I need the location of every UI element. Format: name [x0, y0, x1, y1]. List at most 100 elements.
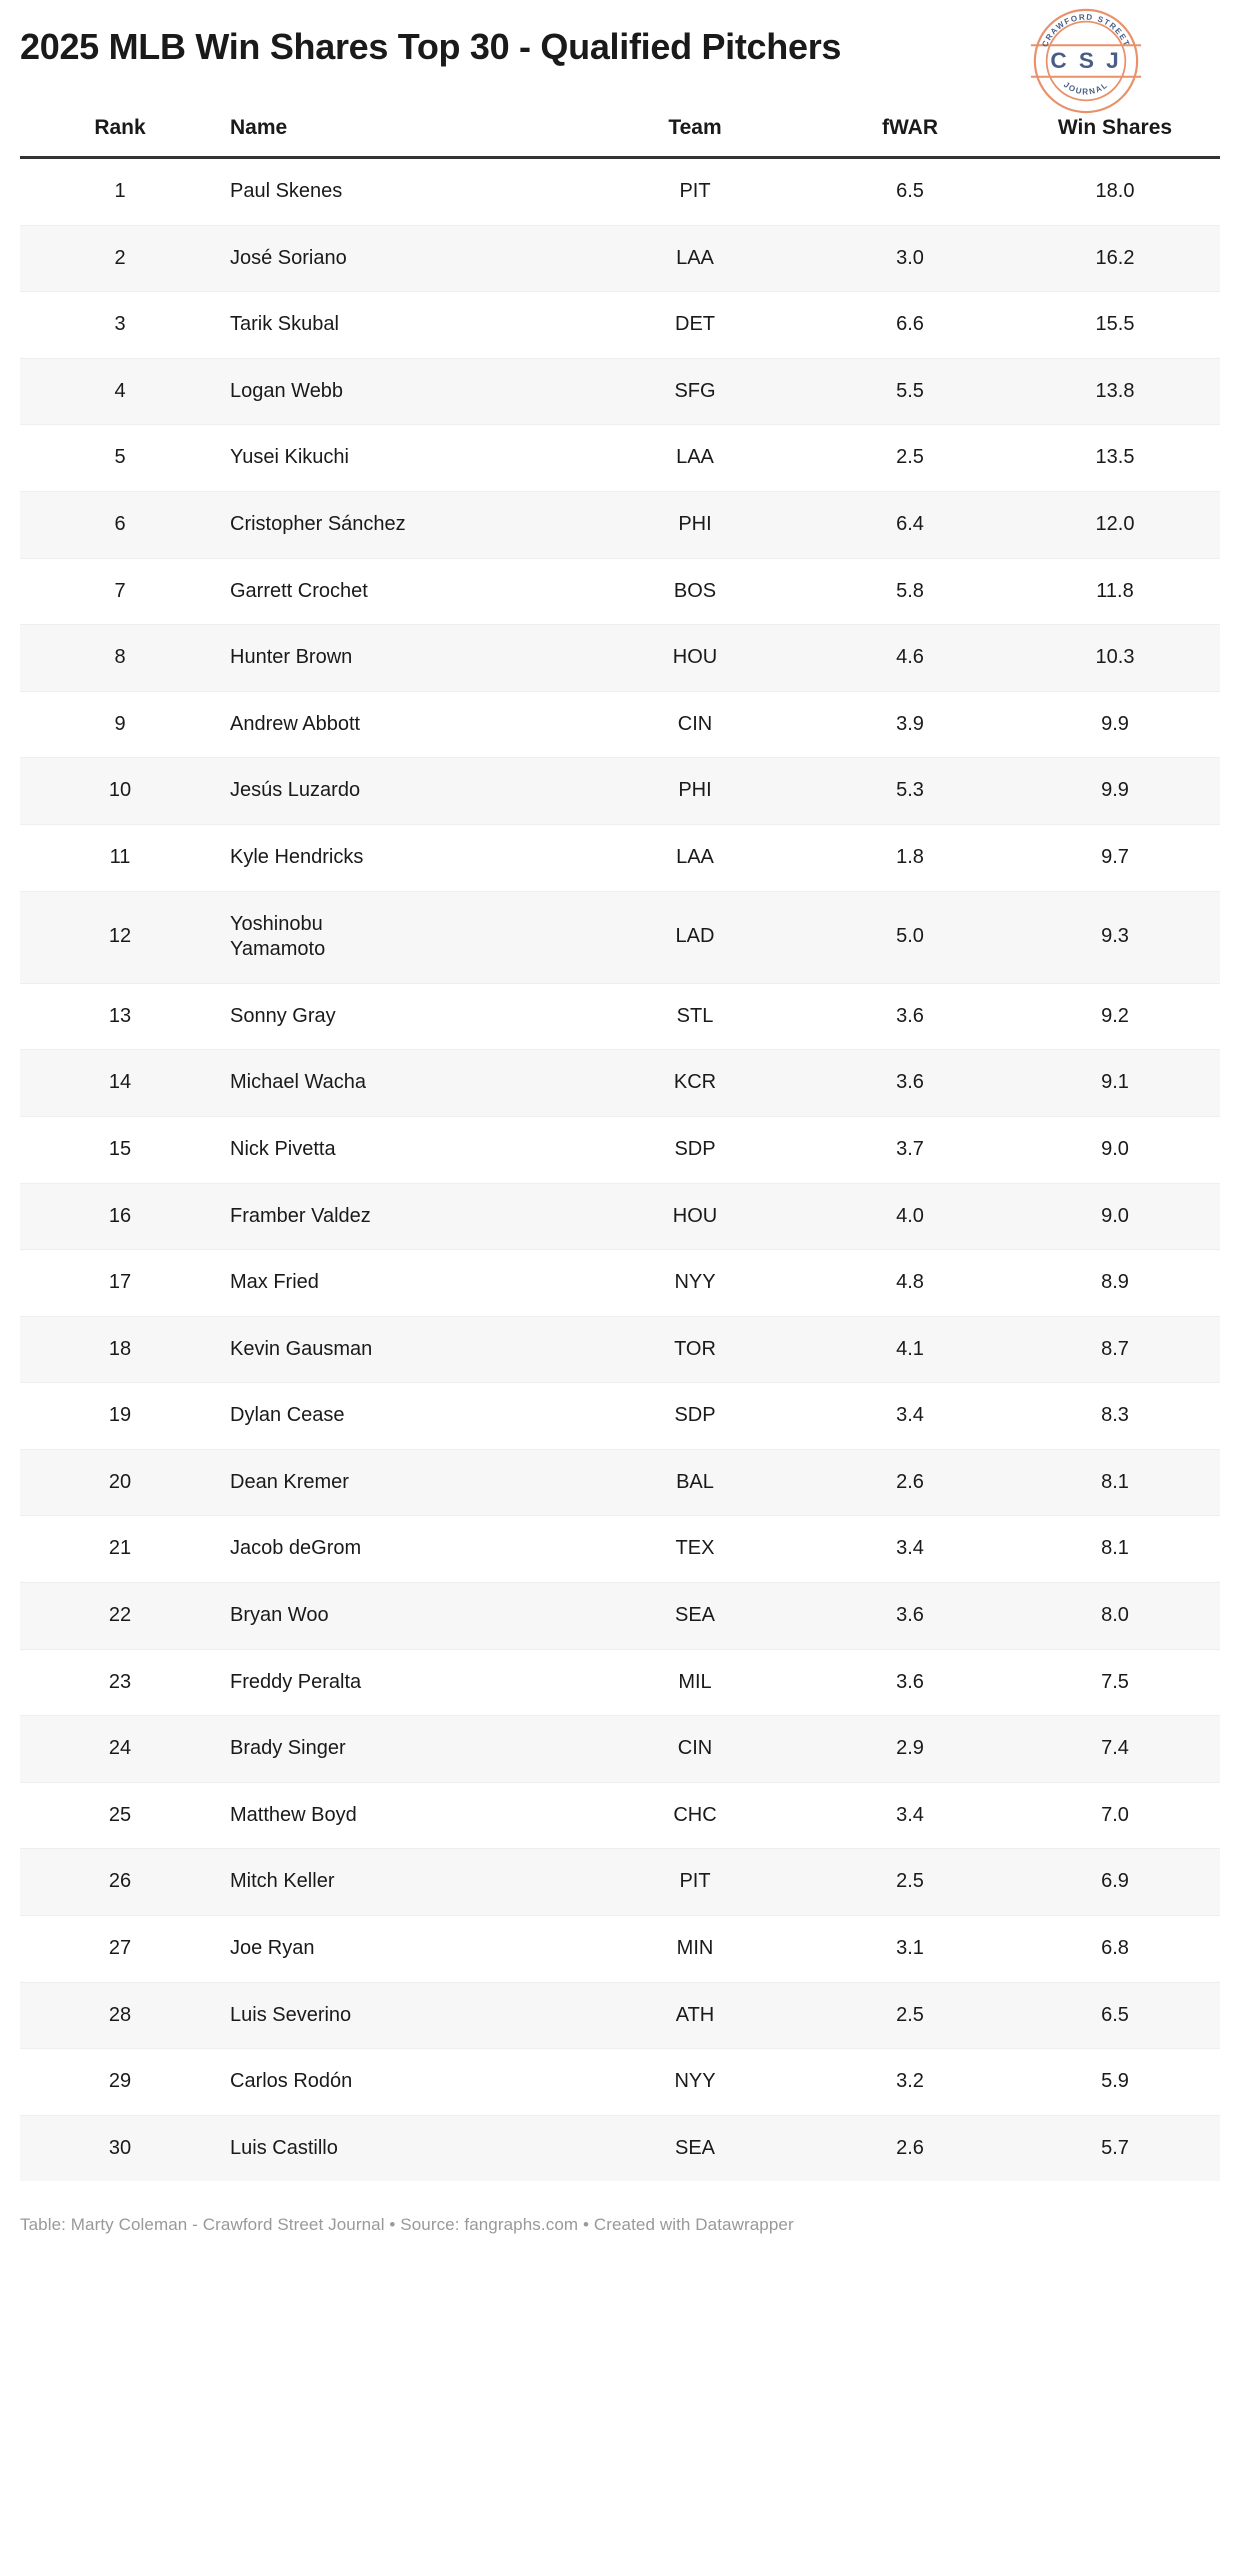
cell-team: LAA	[580, 424, 810, 492]
cell-fwar: 2.5	[810, 1981, 1010, 2049]
cell-ws: 8.9	[1010, 1249, 1220, 1317]
cell-fwar: 3.9	[810, 690, 1010, 758]
player-name: Framber Valdez	[230, 1204, 371, 1227]
cell-ws: 8.7	[1010, 1315, 1220, 1383]
cell-name: Hunter Brown	[220, 624, 580, 692]
cell-fwar: 4.0	[810, 1182, 1010, 1250]
cell-rank: 28	[20, 1981, 220, 2049]
cell-name: Jesús Luzardo	[220, 757, 580, 825]
table-row: 17 Max Fried NYY 4.8 8.9	[20, 1249, 1220, 1317]
cell-name: Framber Valdez	[220, 1182, 580, 1250]
cell-name: Carlos Rodón	[220, 2048, 580, 2116]
table-row: 6 Cristopher Sánchez PHI 6.4 12.0	[20, 490, 1220, 559]
cell-team: HOU	[580, 624, 810, 692]
player-name: Tarik Skubal	[230, 313, 339, 336]
table-row: 29 Carlos Rodón NYY 3.2 5.9	[20, 2048, 1220, 2116]
cell-fwar: 3.7	[810, 1115, 1010, 1183]
cell-name: Andrew Abbott	[220, 690, 580, 758]
cell-ws: 5.9	[1010, 2048, 1220, 2116]
logo-arc-bottom-text: JOURNAL	[1062, 80, 1109, 96]
cell-rank: 26	[20, 1848, 220, 1916]
cell-ws: 9.1	[1010, 1049, 1220, 1117]
table-row: 12 Yoshinobu Yamamoto LAD 5.0 9.3	[20, 890, 1220, 984]
player-name: Yusei Kikuchi	[230, 446, 349, 469]
player-name: Bryan Woo	[230, 1604, 329, 1627]
cell-fwar: 3.6	[810, 1648, 1010, 1716]
cell-name: Bryan Woo	[220, 1582, 580, 1650]
cell-name: Luis Severino	[220, 1981, 580, 2049]
player-name: Kevin Gausman	[230, 1337, 373, 1360]
cell-fwar: 2.5	[810, 424, 1010, 492]
cell-rank: 23	[20, 1648, 220, 1716]
table-row: 20 Dean Kremer BAL 2.6 8.1	[20, 1448, 1220, 1516]
column-header-rank[interactable]: Rank	[20, 110, 220, 159]
column-header-team[interactable]: Team	[580, 110, 810, 159]
player-name: Hunter Brown	[230, 646, 353, 669]
cell-rank: 9	[20, 690, 220, 758]
column-header-win-shares[interactable]: Win Shares	[1010, 110, 1220, 159]
cell-team: PHI	[580, 757, 810, 825]
player-name: Yoshinobu Yamamoto	[230, 912, 326, 961]
cell-ws: 13.8	[1010, 357, 1220, 425]
cell-team: MIN	[580, 1915, 810, 1983]
cell-rank: 11	[20, 823, 220, 892]
table-row: 16 Framber Valdez HOU 4.0 9.0	[20, 1182, 1220, 1250]
cell-team: CIN	[580, 690, 810, 758]
cell-fwar: 5.3	[810, 757, 1010, 825]
cell-fwar: 3.4	[810, 1515, 1010, 1583]
cell-fwar: 2.5	[810, 1848, 1010, 1916]
cell-ws: 9.2	[1010, 982, 1220, 1050]
cell-ws: 7.5	[1010, 1648, 1220, 1716]
cell-team: SDP	[580, 1115, 810, 1183]
cell-rank: 2	[20, 224, 220, 292]
column-header-fwar[interactable]: fWAR	[810, 110, 1010, 159]
table-row: 7 Garrett Crochet BOS 5.8 11.8	[20, 557, 1220, 625]
cell-team: SDP	[580, 1382, 810, 1450]
player-name: Nick Pivetta	[230, 1137, 336, 1160]
player-name: Sonny Gray	[230, 1004, 336, 1027]
table-row: 25 Matthew Boyd CHC 3.4 7.0	[20, 1781, 1220, 1849]
cell-team: DET	[580, 291, 810, 359]
cell-ws: 6.9	[1010, 1848, 1220, 1916]
cell-ws: 13.5	[1010, 424, 1220, 492]
cell-rank: 4	[20, 357, 220, 425]
player-name: Kyle Hendricks	[230, 845, 364, 868]
cell-team: LAA	[580, 823, 810, 892]
cell-ws: 7.4	[1010, 1715, 1220, 1783]
cell-name: Sonny Gray	[220, 982, 580, 1050]
cell-team: HOU	[580, 1182, 810, 1250]
table-row: 8 Hunter Brown HOU 4.6 10.3	[20, 624, 1220, 692]
cell-ws: 9.9	[1010, 757, 1220, 825]
table-row: 18 Kevin Gausman TOR 4.1 8.7	[20, 1315, 1220, 1383]
cell-team: PHI	[580, 490, 810, 559]
cell-team: LAD	[580, 890, 810, 984]
cell-ws: 5.7	[1010, 2114, 1220, 2182]
player-name: Jesús Luzardo	[230, 779, 361, 802]
cell-team: BAL	[580, 1448, 810, 1516]
cell-fwar: 3.4	[810, 1382, 1010, 1450]
cell-team: BOS	[580, 557, 810, 625]
column-header-name[interactable]: Name	[220, 110, 580, 159]
cell-team: MIL	[580, 1648, 810, 1716]
cell-fwar: 3.6	[810, 982, 1010, 1050]
cell-team: PIT	[679, 180, 711, 202]
cell-name: Dylan Cease	[220, 1382, 580, 1450]
player-name: Dylan Cease	[230, 1404, 345, 1427]
table-row: 2 José Soriano LAA 3.0 16.2	[20, 224, 1220, 292]
table-row: 24 Brady Singer CIN 2.9 7.4	[20, 1715, 1220, 1783]
cell-name: Paul Skenes	[220, 158, 580, 226]
table-row: 9 Andrew Abbott CIN 3.9 9.9	[20, 690, 1220, 758]
cell-name: Cristopher Sánchez	[220, 490, 580, 559]
cell-fwar: 1.8	[810, 823, 1010, 892]
svg-text:JOURNAL: JOURNAL	[1062, 80, 1110, 96]
table-header-row: Rank Name Team fWAR Win Shares	[20, 110, 1220, 159]
player-name: Jacob deGrom	[230, 1537, 362, 1560]
cell-ws: 8.1	[1010, 1448, 1220, 1516]
table-row: 3 Tarik Skubal DET 6.6 15.5	[20, 291, 1220, 359]
table-row: 30 Luis Castillo SEA 2.6 5.7	[20, 2114, 1220, 2182]
cell-ws: 8.0	[1010, 1582, 1220, 1650]
table-footer-credit: Table: Marty Coleman - Crawford Street J…	[20, 2215, 794, 2235]
player-name: Luis Castillo	[230, 2136, 338, 2159]
cell-ws: 16.2	[1010, 224, 1220, 292]
